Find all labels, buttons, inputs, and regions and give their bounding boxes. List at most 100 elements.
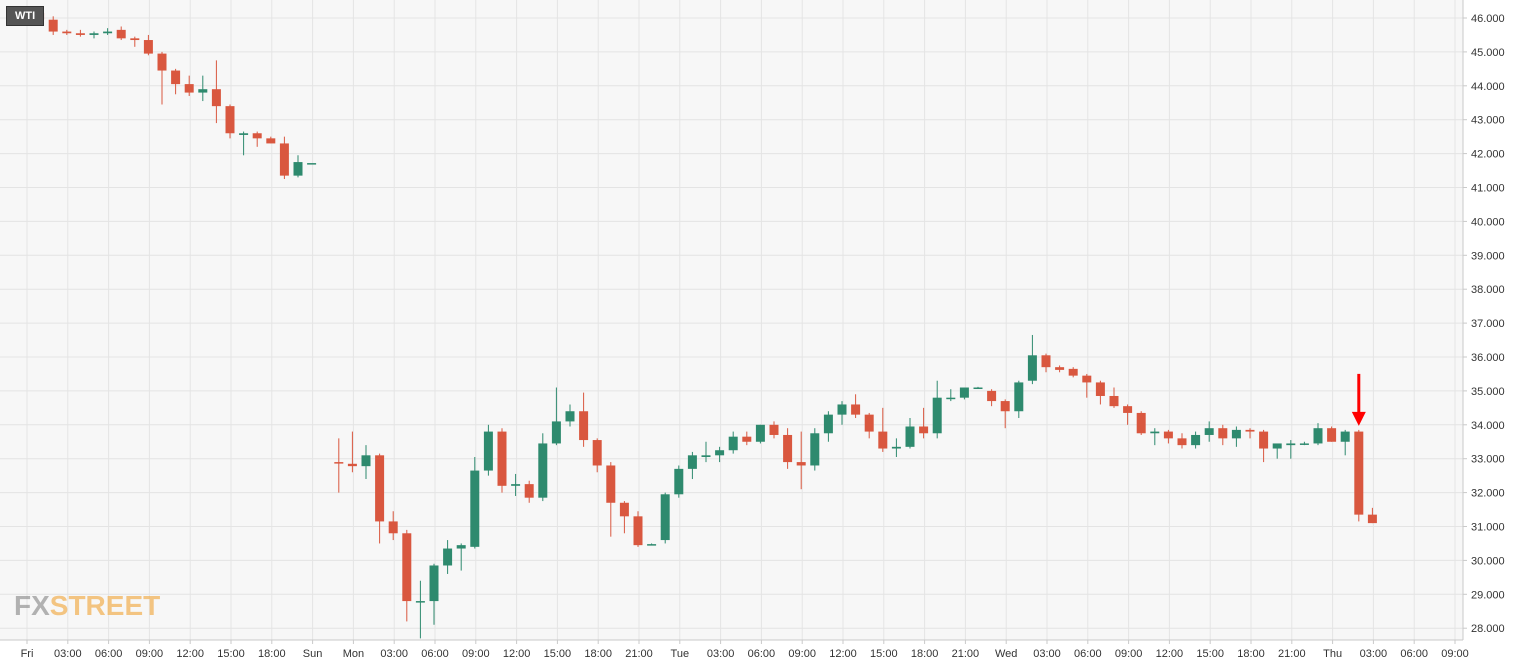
candle-body	[687, 455, 697, 469]
candle-body	[1041, 355, 1051, 368]
x-tick-label: 12:00	[503, 648, 531, 660]
candle-body	[62, 31, 72, 34]
candle-body	[1068, 368, 1078, 376]
candle-body	[932, 397, 942, 434]
candle	[1027, 334, 1037, 385]
y-tick-label: 40.000	[1471, 216, 1505, 228]
candle	[1095, 380, 1105, 405]
candle	[742, 431, 752, 446]
candle	[103, 28, 113, 35]
candle-body	[1150, 431, 1160, 434]
candle-body	[851, 404, 861, 415]
candle-body	[497, 431, 507, 486]
candle-body	[48, 19, 58, 32]
candle-body	[443, 548, 453, 566]
x-tick-label: Fri	[21, 648, 34, 660]
candle	[1354, 429, 1364, 522]
candle	[864, 412, 874, 439]
candle-body	[728, 436, 738, 451]
candle-body	[946, 397, 956, 400]
y-axis-labels: 28.000 29.000 30.000 31.000 32.000 33.000 34.0…	[1471, 13, 1505, 635]
x-tick-label: 03:00	[54, 648, 82, 660]
candle	[456, 543, 466, 571]
candle-body	[75, 33, 85, 35]
candle	[443, 540, 453, 574]
candle-body	[375, 455, 385, 522]
candle-body	[334, 462, 344, 464]
candle-body	[225, 106, 235, 134]
candle	[905, 418, 915, 449]
candle	[823, 411, 833, 442]
candle-body	[1123, 406, 1133, 413]
candle	[579, 392, 589, 447]
y-tick-label: 34.000	[1471, 420, 1505, 432]
x-tick-label: 15:00	[870, 648, 898, 660]
candle	[701, 441, 711, 463]
candle-body	[551, 421, 561, 444]
candle	[1055, 365, 1065, 373]
candle-body	[361, 455, 371, 467]
x-tick-label: Mon	[343, 648, 364, 660]
candle-body	[619, 502, 629, 517]
candle-body	[1000, 401, 1010, 412]
symbol-badge: WTI	[6, 6, 45, 26]
candle-body	[579, 411, 589, 441]
candle-body	[674, 468, 684, 495]
candle	[211, 60, 221, 124]
candle	[130, 36, 140, 47]
x-tick-label: 12:00	[176, 648, 204, 660]
candle	[878, 407, 888, 452]
candle	[1327, 426, 1337, 442]
candle	[429, 563, 439, 625]
candle	[89, 31, 99, 39]
candle-body	[1327, 428, 1337, 442]
candle-body	[1163, 431, 1173, 439]
y-tick-label: 32.000	[1471, 488, 1505, 500]
candle-body	[198, 89, 208, 93]
candle	[1000, 399, 1010, 429]
candle-body	[592, 440, 602, 466]
candle	[592, 438, 602, 473]
candle-body	[1299, 443, 1309, 445]
candle	[565, 404, 575, 427]
x-tick-label: 12:00	[829, 648, 857, 660]
candle-body	[1367, 514, 1377, 524]
x-tick-label: Wed	[995, 648, 1017, 660]
candle	[157, 51, 167, 105]
candle-body	[701, 455, 711, 458]
y-tick-label: 45.000	[1471, 47, 1505, 59]
candle-body	[1082, 375, 1092, 383]
x-tick-label: 09:00	[462, 648, 490, 660]
x-tick-label: 15:00	[217, 648, 245, 660]
candle-body	[1191, 434, 1201, 446]
candle	[1299, 441, 1309, 446]
candle	[470, 457, 480, 549]
candle-body	[511, 484, 521, 486]
candle	[171, 68, 181, 95]
x-tick-label: 06:00	[95, 648, 123, 660]
x-tick-label: 06:00	[1074, 648, 1102, 660]
candle-body	[388, 521, 398, 534]
x-tick-label: 18:00	[911, 648, 939, 660]
candle-body	[279, 143, 289, 176]
candle-body	[293, 162, 303, 176]
candle-body	[715, 450, 725, 456]
candle	[1123, 404, 1133, 425]
candle-body	[211, 89, 221, 107]
candle	[1177, 433, 1187, 449]
candle	[1163, 429, 1173, 444]
x-axis-labels: Fri 03:00 06:00 09:00 12:00 15:00 18:00 Sun Mon 0…	[21, 648, 1469, 660]
candle-body	[538, 443, 548, 498]
x-tick-label: 09:00	[136, 648, 164, 660]
candle	[62, 29, 72, 35]
x-tick-label: 06:00	[421, 648, 449, 660]
candle-body	[810, 433, 820, 466]
candle-body	[103, 31, 113, 34]
fxstreet-watermark-logo: FXSTREET	[14, 590, 160, 622]
candle-body	[1340, 431, 1350, 442]
candle	[674, 465, 684, 498]
candle-body	[905, 426, 915, 447]
candle-body	[347, 463, 357, 467]
